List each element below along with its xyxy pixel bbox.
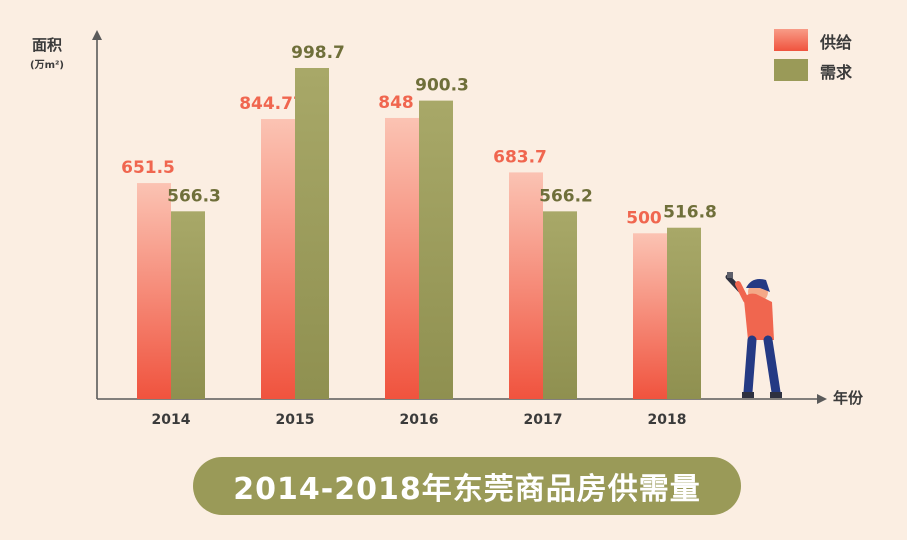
legend-item-demand: 需求 xyxy=(774,56,852,86)
x-axis-arrow xyxy=(817,394,827,404)
legend-supply-label: 供给 xyxy=(820,33,853,52)
data-label-demand-2018: 516.8 xyxy=(663,203,717,223)
y-axis-label: 面积 (万m²) xyxy=(30,34,64,71)
data-label-demand-2017: 566.2 xyxy=(539,186,593,206)
x-tick-label-2015: 2015 xyxy=(276,412,315,428)
legend-supply-swatch xyxy=(774,29,808,51)
legend: 供给 需求 xyxy=(774,26,852,86)
data-label-demand-2016: 900.3 xyxy=(415,76,469,96)
y-axis-unit: (万m²) xyxy=(30,60,64,71)
x-axis-label: 年份 xyxy=(833,389,864,407)
data-label-supply-2014: 651.5 xyxy=(121,158,175,178)
bar-demand-2014 xyxy=(171,211,205,399)
legend-item-supply: 供给 xyxy=(774,26,852,56)
person-illustration xyxy=(725,272,782,398)
bar-supply-2015 xyxy=(261,119,295,399)
legend-demand-label: 需求 xyxy=(820,63,853,82)
data-label-supply-2018: 500 xyxy=(626,208,662,228)
legend-demand-swatch xyxy=(774,59,808,81)
bar-supply-2017 xyxy=(509,172,543,399)
x-tick-label-2018: 2018 xyxy=(648,412,687,428)
data-label-supply-2015: 844.77 xyxy=(239,94,305,114)
y-axis-arrow xyxy=(92,30,102,40)
bar-supply-2018 xyxy=(633,233,667,399)
x-tick-label-2017: 2017 xyxy=(524,412,563,428)
data-label-demand-2014: 566.3 xyxy=(167,186,221,206)
bar-demand-2018 xyxy=(667,227,701,399)
x-tick-label-2014: 2014 xyxy=(152,412,191,428)
data-label-demand-2015: 998.7 xyxy=(291,43,345,63)
bar-demand-2015 xyxy=(295,68,329,399)
data-label-supply-2016: 848 xyxy=(378,93,414,113)
y-axis-title: 面积 xyxy=(31,36,62,54)
bar-supply-2014 xyxy=(137,183,171,399)
bar-supply-2016 xyxy=(385,117,419,400)
bar-demand-2017 xyxy=(543,211,577,399)
x-tick-label-2016: 2016 xyxy=(400,412,439,428)
data-label-supply-2017: 683.7 xyxy=(493,147,547,167)
chart-title: 2014-2018年东莞商品房供需量 xyxy=(193,457,741,515)
bar-demand-2016 xyxy=(419,100,453,399)
